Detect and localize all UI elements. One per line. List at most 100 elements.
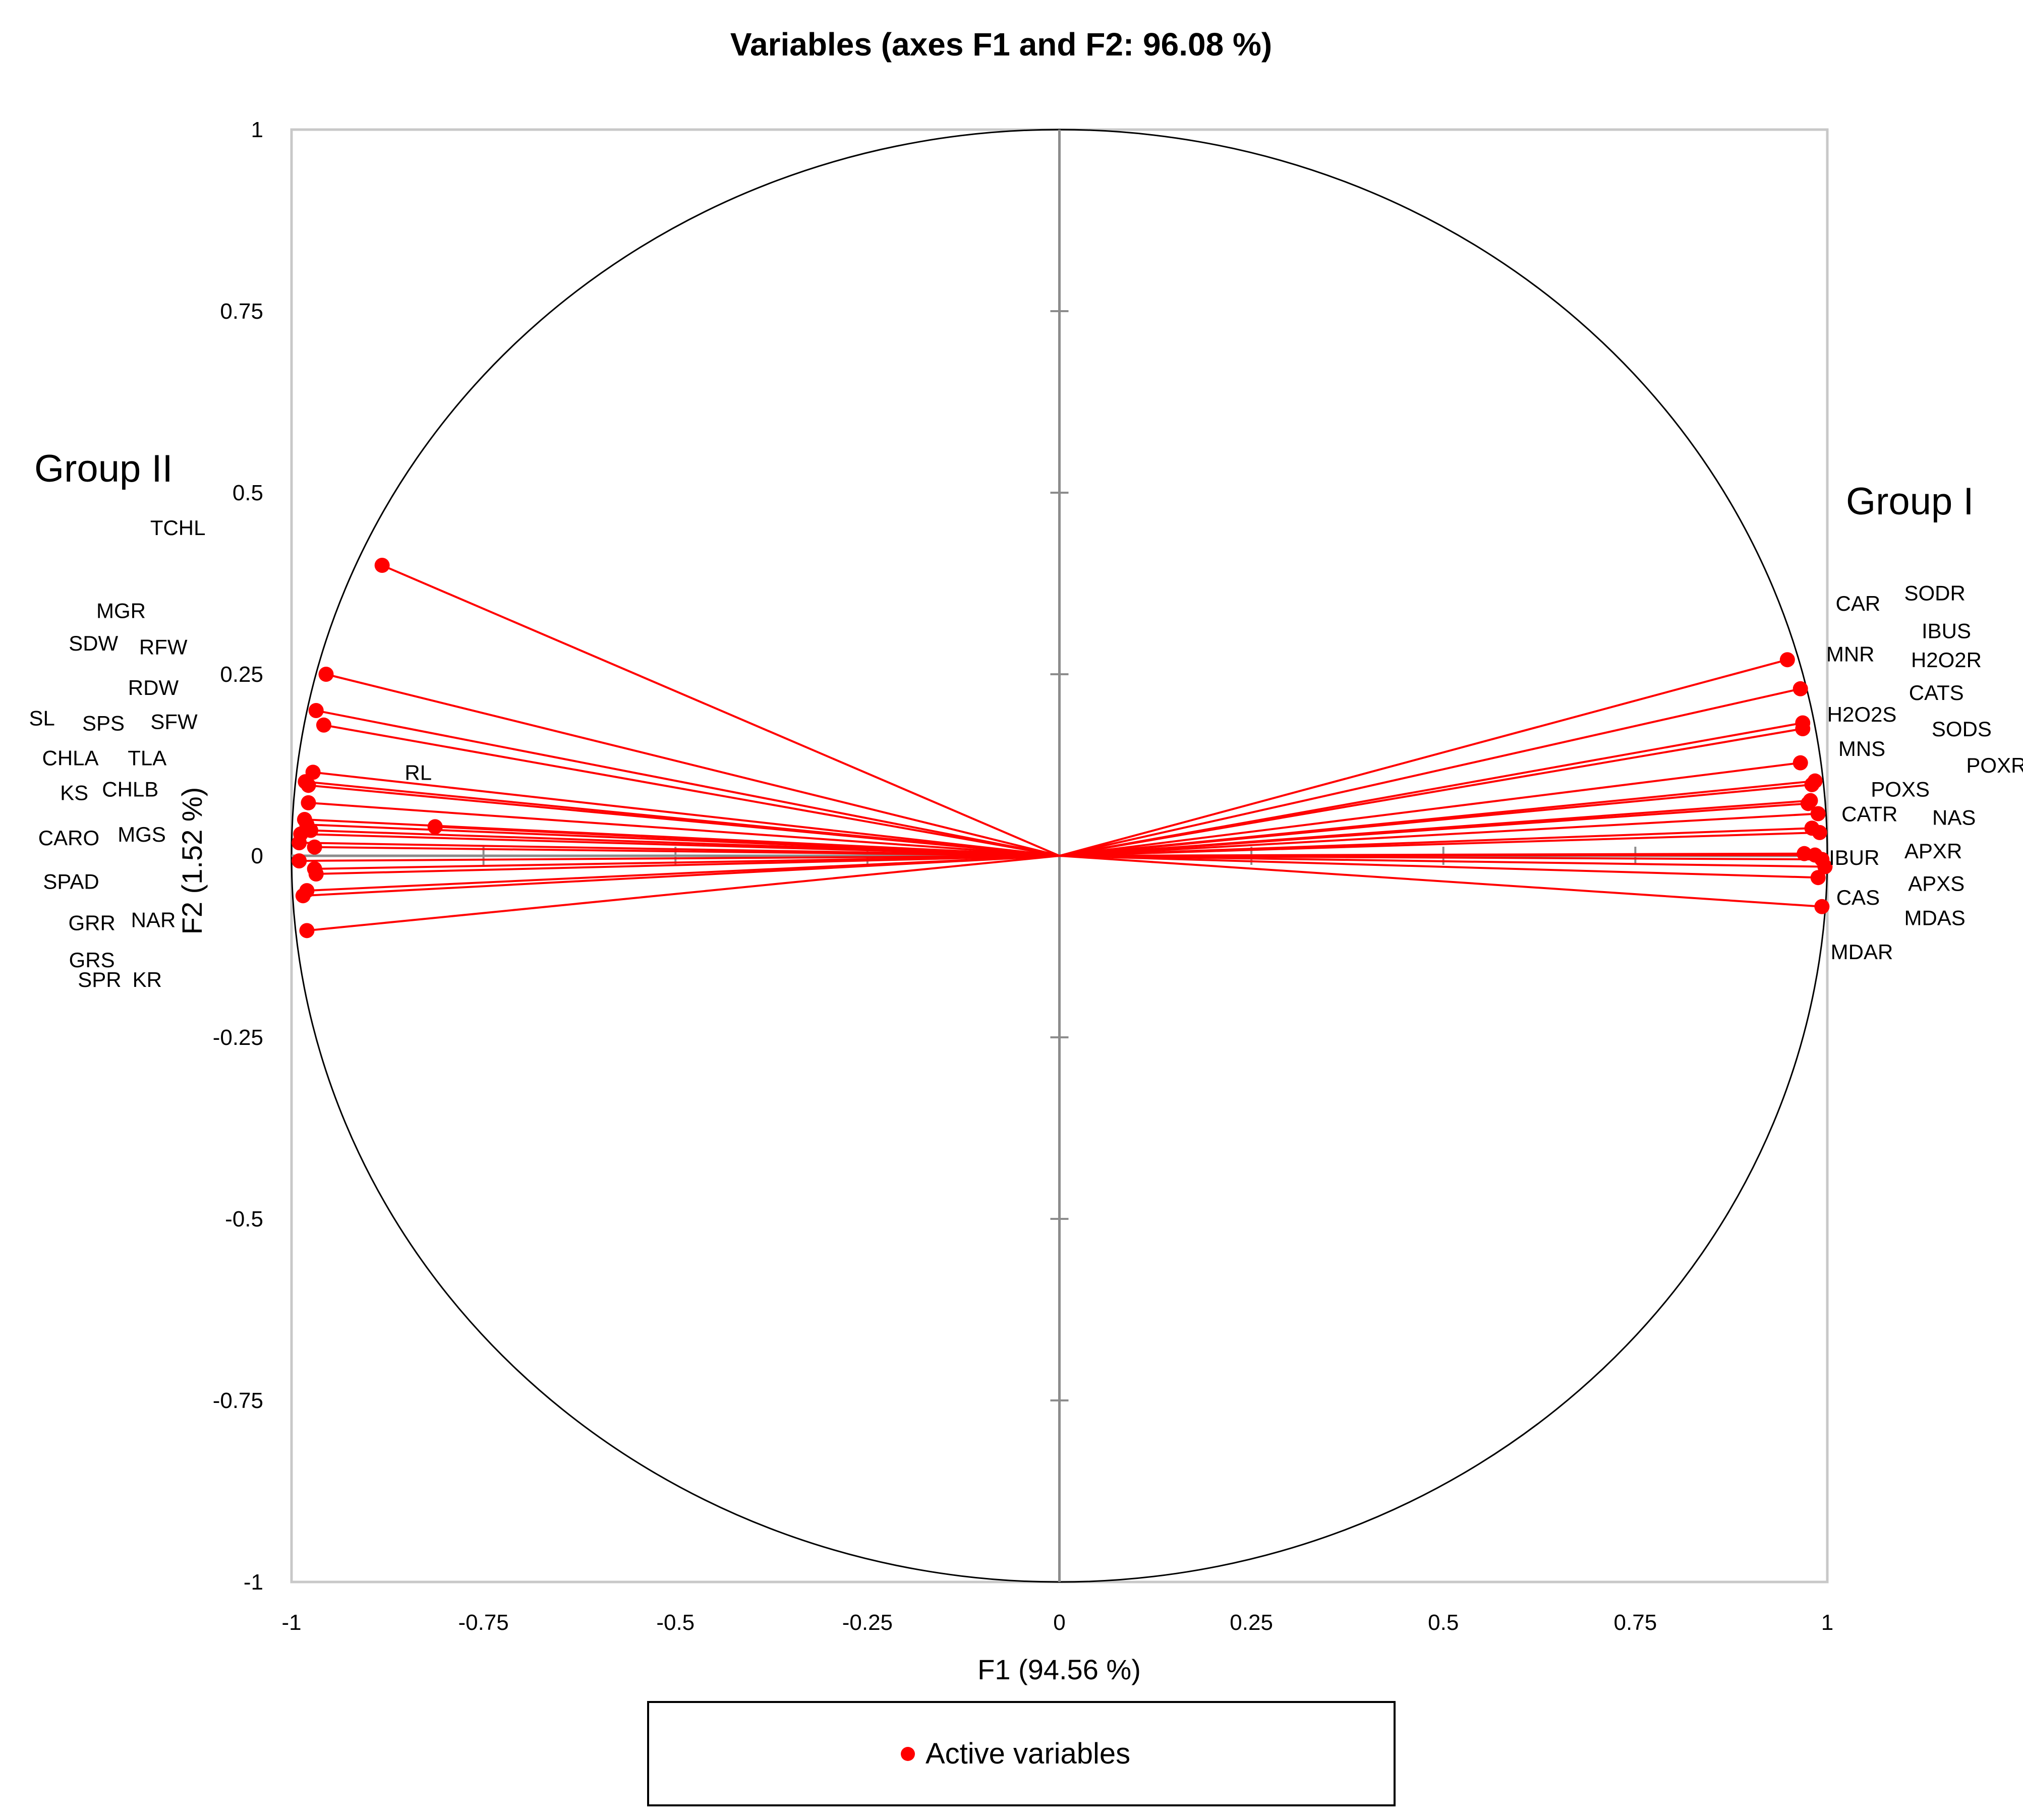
variable-point (427, 819, 443, 835)
y-tick-label: 1 (251, 118, 263, 142)
variable-label: TCHL (150, 516, 206, 540)
x-tick-label: 0.25 (1230, 1610, 1273, 1635)
variable-vector (1059, 783, 1812, 857)
variable-point (1814, 899, 1830, 914)
variable-label: TLA (128, 746, 166, 770)
variable-point (301, 778, 316, 793)
variable-label: NAS (1932, 806, 1976, 830)
variable-label: NAR (131, 908, 176, 932)
y-tick-label: 0.75 (220, 299, 263, 324)
x-tick-label: -0.25 (842, 1610, 893, 1635)
variable-label: CHLB (102, 778, 158, 801)
variable-vector (303, 855, 1060, 897)
variable-point (299, 923, 315, 938)
y-tick-label: 0.25 (220, 662, 263, 687)
variable-label: H2O2S (1827, 702, 1897, 726)
variable-label: CATR (1841, 802, 1897, 826)
variable-point (374, 558, 390, 573)
variable-label: MDAS (1904, 906, 1965, 929)
variable-vector (1059, 659, 1788, 857)
variable-point (316, 717, 331, 733)
variable-vector (1059, 855, 1822, 908)
variable-label: SODS (1932, 717, 1992, 741)
variable-point (301, 795, 316, 810)
variable-point (1810, 806, 1826, 821)
variable-vectors (299, 564, 1825, 932)
variable-point (1793, 681, 1808, 696)
x-tick-label: -0.5 (656, 1610, 695, 1635)
variable-vector (308, 801, 1060, 857)
legend-box (647, 1701, 1396, 1806)
variable-points (292, 558, 1833, 938)
variable-vector (308, 784, 1060, 857)
variable-label: SPAD (43, 869, 99, 893)
variable-label: RL (404, 760, 432, 784)
variable-point (1795, 721, 1811, 736)
variable-label: CHLA (42, 746, 98, 770)
y-axis-label: F2 (1.52 %) (176, 787, 208, 935)
variable-label: GRS (69, 948, 115, 972)
y-tick-label: 0 (251, 844, 263, 868)
variable-label: CAS (1836, 886, 1880, 909)
y-tick-label: -0.5 (225, 1207, 263, 1231)
variable-point (1817, 859, 1833, 874)
variable-vector (1059, 802, 1809, 857)
y-tick-label: -0.75 (213, 1388, 263, 1413)
variable-point (308, 703, 324, 718)
variable-point (307, 839, 322, 855)
variable-point (1779, 652, 1795, 668)
variable-vector (435, 826, 1060, 857)
variable-vector (1059, 855, 1822, 861)
variable-point (1800, 796, 1816, 811)
variable-label: APXS (1908, 872, 1964, 896)
variable-label: MGR (96, 599, 146, 622)
y-tick-label: -1 (244, 1570, 263, 1595)
variable-point (308, 866, 324, 882)
variable-label: H2O2R (1911, 648, 1982, 672)
variable-point (1804, 777, 1820, 792)
variable-point (292, 835, 307, 851)
variable-labels: CAR SODR MNR IBUS H2O2R CATS H2O2S SODS MNS POXR P… (29, 516, 2023, 991)
variable-vector (1059, 728, 1803, 857)
variable-label: CATS (1909, 681, 1964, 704)
variable-label: RDW (128, 676, 179, 699)
variable-point (1793, 755, 1808, 771)
variable-label: POXS (1871, 778, 1930, 801)
x-axis-label: F1 (94.56 %) (977, 1654, 1141, 1685)
variable-point (295, 888, 311, 904)
x-tick-label: 0 (1053, 1610, 1065, 1635)
variable-label: SDW (69, 631, 118, 655)
variable-vector (1059, 831, 1820, 857)
x-tick-label: 1 (1821, 1610, 1833, 1635)
variable-vector (314, 846, 1060, 857)
variable-vector (1059, 855, 1825, 868)
variable-vector (326, 673, 1060, 857)
variable-label: POXR (1966, 753, 2023, 777)
variable-vector (1059, 761, 1801, 857)
x-tick-label: -1 (281, 1610, 301, 1635)
variable-vector (316, 855, 1060, 875)
variable-point (292, 853, 307, 869)
variable-vector (1059, 812, 1818, 857)
variable-label: MNR (1826, 642, 1875, 666)
variable-label: IBUS (1922, 619, 1971, 643)
legend-marker (901, 1747, 915, 1761)
variable-point (1810, 870, 1826, 886)
x-tick-label: -0.75 (458, 1610, 508, 1635)
variable-label: SPS (82, 711, 125, 735)
group-i-label: Group I (1846, 480, 1974, 523)
variable-label: MNS (1838, 737, 1885, 760)
variable-vector (299, 855, 1060, 862)
chart-title: Variables (axes F1 and F2: 96.08 %) (730, 26, 1272, 63)
variable-vector (381, 564, 1060, 857)
variable-vector (1059, 687, 1801, 857)
variable-vector (323, 724, 1060, 857)
variable-label: CAR (1836, 592, 1881, 615)
variable-label: APXR (1904, 839, 1962, 863)
variable-label: KR (133, 968, 162, 991)
variable-vector (313, 771, 1060, 857)
variable-label: MGS (118, 823, 166, 846)
variable-label: SFW (150, 710, 198, 734)
variable-vector (301, 833, 1060, 857)
